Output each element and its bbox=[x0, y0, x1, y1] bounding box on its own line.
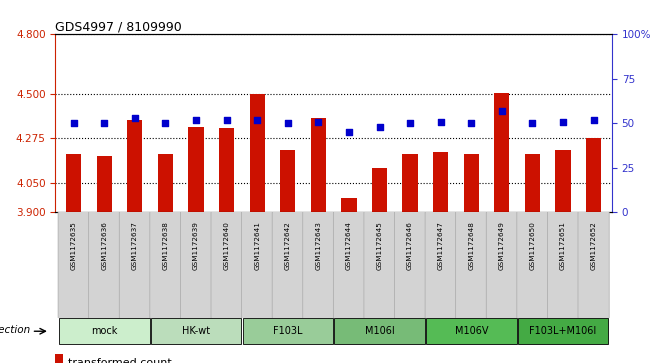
Bar bbox=[402, 154, 418, 212]
Bar bbox=[525, 154, 540, 212]
FancyBboxPatch shape bbox=[89, 209, 120, 321]
FancyBboxPatch shape bbox=[303, 209, 334, 321]
Text: HK-wt: HK-wt bbox=[182, 326, 210, 336]
Bar bbox=[66, 154, 81, 212]
Text: GSM1172640: GSM1172640 bbox=[223, 221, 230, 270]
Bar bbox=[372, 168, 387, 212]
Text: F103L+M106I: F103L+M106I bbox=[529, 326, 596, 336]
FancyBboxPatch shape bbox=[364, 209, 395, 321]
Text: GSM1172645: GSM1172645 bbox=[376, 221, 383, 270]
Bar bbox=[280, 150, 296, 212]
Text: transformed count: transformed count bbox=[68, 358, 172, 363]
Text: mock: mock bbox=[91, 326, 117, 336]
Text: GSM1172652: GSM1172652 bbox=[590, 221, 596, 270]
Point bbox=[191, 117, 201, 123]
FancyBboxPatch shape bbox=[547, 209, 579, 321]
FancyBboxPatch shape bbox=[272, 209, 303, 321]
FancyBboxPatch shape bbox=[151, 318, 242, 344]
Text: GSM1172649: GSM1172649 bbox=[499, 221, 505, 270]
Point bbox=[313, 119, 324, 125]
FancyBboxPatch shape bbox=[211, 209, 242, 321]
Text: infection: infection bbox=[0, 325, 31, 335]
Text: GSM1172648: GSM1172648 bbox=[468, 221, 475, 270]
Text: GSM1172643: GSM1172643 bbox=[315, 221, 322, 270]
FancyBboxPatch shape bbox=[180, 209, 212, 321]
Text: GDS4997 / 8109990: GDS4997 / 8109990 bbox=[55, 20, 182, 33]
Point bbox=[221, 117, 232, 123]
Text: GSM1172644: GSM1172644 bbox=[346, 221, 352, 270]
FancyBboxPatch shape bbox=[334, 318, 424, 344]
FancyBboxPatch shape bbox=[119, 209, 150, 321]
Bar bbox=[96, 156, 112, 212]
Text: GSM1172638: GSM1172638 bbox=[163, 221, 169, 270]
FancyBboxPatch shape bbox=[456, 209, 487, 321]
Point bbox=[160, 121, 171, 126]
Text: GSM1172646: GSM1172646 bbox=[407, 221, 413, 270]
Point bbox=[252, 117, 262, 123]
FancyBboxPatch shape bbox=[517, 209, 548, 321]
Text: GSM1172637: GSM1172637 bbox=[132, 221, 138, 270]
FancyBboxPatch shape bbox=[242, 209, 273, 321]
FancyBboxPatch shape bbox=[486, 209, 518, 321]
Point bbox=[99, 121, 109, 126]
Bar bbox=[586, 138, 602, 212]
Point bbox=[344, 129, 354, 135]
Text: GSM1172642: GSM1172642 bbox=[284, 221, 291, 270]
Point bbox=[466, 121, 477, 126]
Bar bbox=[127, 121, 143, 212]
Point bbox=[558, 119, 568, 125]
Bar bbox=[341, 197, 357, 212]
Bar bbox=[55, 354, 62, 363]
Text: GSM1172635: GSM1172635 bbox=[71, 221, 77, 270]
Text: GSM1172647: GSM1172647 bbox=[437, 221, 444, 270]
FancyBboxPatch shape bbox=[59, 318, 150, 344]
Text: F103L: F103L bbox=[273, 326, 303, 336]
FancyBboxPatch shape bbox=[58, 209, 89, 321]
Point bbox=[374, 124, 385, 130]
Text: M106V: M106V bbox=[454, 326, 488, 336]
Bar bbox=[433, 152, 449, 212]
Point bbox=[283, 121, 293, 126]
Text: GSM1172651: GSM1172651 bbox=[560, 221, 566, 270]
FancyBboxPatch shape bbox=[426, 318, 516, 344]
Bar bbox=[219, 129, 234, 212]
Point bbox=[68, 121, 79, 126]
Text: GSM1172641: GSM1172641 bbox=[254, 221, 260, 270]
Bar bbox=[464, 154, 479, 212]
Text: GSM1172636: GSM1172636 bbox=[102, 221, 107, 270]
Point bbox=[589, 117, 599, 123]
Point bbox=[436, 119, 446, 125]
FancyBboxPatch shape bbox=[518, 318, 608, 344]
FancyBboxPatch shape bbox=[243, 318, 333, 344]
Point bbox=[527, 121, 538, 126]
FancyBboxPatch shape bbox=[333, 209, 365, 321]
Text: GSM1172650: GSM1172650 bbox=[529, 221, 535, 270]
Bar bbox=[311, 118, 326, 212]
Point bbox=[497, 108, 507, 114]
FancyBboxPatch shape bbox=[395, 209, 426, 321]
FancyBboxPatch shape bbox=[150, 209, 181, 321]
Text: GSM1172639: GSM1172639 bbox=[193, 221, 199, 270]
Bar bbox=[249, 94, 265, 212]
Bar bbox=[555, 150, 571, 212]
FancyBboxPatch shape bbox=[578, 209, 609, 321]
Bar bbox=[158, 154, 173, 212]
Bar bbox=[494, 93, 510, 212]
FancyBboxPatch shape bbox=[425, 209, 456, 321]
Point bbox=[130, 115, 140, 121]
Text: M106I: M106I bbox=[365, 326, 395, 336]
Bar bbox=[188, 127, 204, 212]
Point bbox=[405, 121, 415, 126]
